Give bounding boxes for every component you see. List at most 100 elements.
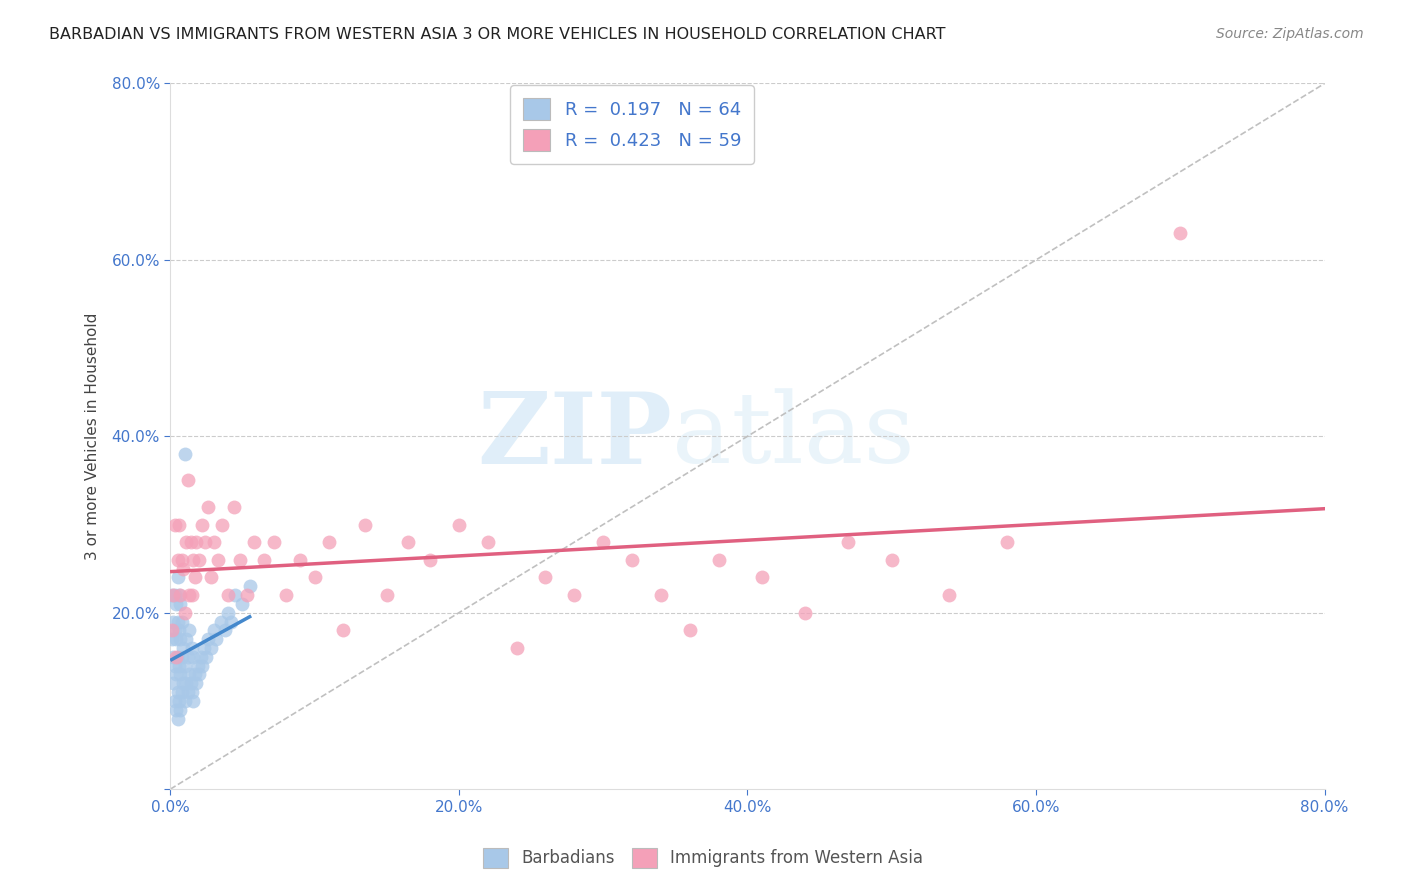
Point — [217, 588, 239, 602]
Point — [160, 624, 183, 638]
Point — [194, 535, 217, 549]
Point — [167, 624, 190, 638]
Point — [217, 606, 239, 620]
Point — [197, 500, 219, 514]
Point — [169, 667, 191, 681]
Point — [183, 553, 205, 567]
Point — [188, 553, 211, 567]
Point — [166, 712, 188, 726]
Point — [184, 667, 207, 681]
Point — [195, 649, 218, 664]
Point — [191, 658, 214, 673]
Point — [162, 649, 184, 664]
Y-axis label: 3 or more Vehicles in Household: 3 or more Vehicles in Household — [86, 312, 100, 560]
Point — [995, 535, 1018, 549]
Point — [187, 658, 209, 673]
Point — [880, 553, 903, 567]
Point — [202, 535, 225, 549]
Point — [186, 676, 208, 690]
Point — [200, 640, 222, 655]
Point — [197, 632, 219, 647]
Point — [170, 685, 193, 699]
Point — [169, 597, 191, 611]
Point — [163, 588, 186, 602]
Point — [228, 553, 250, 567]
Point — [160, 588, 183, 602]
Point — [169, 588, 191, 602]
Point — [163, 517, 186, 532]
Point — [211, 517, 233, 532]
Point — [202, 624, 225, 638]
Point — [173, 658, 195, 673]
Point — [243, 535, 266, 549]
Point — [165, 649, 187, 664]
Point — [396, 535, 419, 549]
Point — [166, 570, 188, 584]
Point — [172, 640, 194, 655]
Point — [174, 632, 197, 647]
Point — [219, 615, 242, 629]
Point — [354, 517, 377, 532]
Point — [170, 649, 193, 664]
Point — [160, 632, 183, 647]
Point — [170, 615, 193, 629]
Point — [166, 553, 188, 567]
Point — [290, 553, 312, 567]
Text: Source: ZipAtlas.com: Source: ZipAtlas.com — [1216, 27, 1364, 41]
Point — [447, 517, 470, 532]
Point — [274, 588, 297, 602]
Point — [222, 500, 245, 514]
Point — [165, 667, 187, 681]
Point — [505, 640, 527, 655]
Point — [751, 570, 773, 584]
Point — [166, 615, 188, 629]
Text: atlas: atlas — [672, 388, 915, 484]
Point — [231, 597, 253, 611]
Point — [650, 588, 672, 602]
Point — [184, 570, 207, 584]
Point — [419, 553, 441, 567]
Point — [621, 553, 644, 567]
Point — [162, 615, 184, 629]
Point — [181, 685, 204, 699]
Point — [172, 561, 194, 575]
Point — [1170, 227, 1192, 241]
Point — [534, 570, 557, 584]
Point — [332, 624, 354, 638]
Point — [181, 588, 204, 602]
Point — [162, 588, 184, 602]
Point — [239, 579, 262, 593]
Legend: Barbadians, Immigrants from Western Asia: Barbadians, Immigrants from Western Asia — [477, 841, 929, 875]
Point — [163, 694, 186, 708]
Point — [209, 615, 232, 629]
Point — [375, 588, 398, 602]
Point — [200, 570, 222, 584]
Point — [177, 624, 200, 638]
Point — [180, 676, 202, 690]
Point — [183, 649, 205, 664]
Point — [207, 553, 229, 567]
Point — [176, 685, 198, 699]
Point — [679, 624, 702, 638]
Point — [167, 694, 190, 708]
Point — [214, 624, 236, 638]
Point — [162, 676, 184, 690]
Point — [263, 535, 285, 549]
Point — [183, 694, 205, 708]
Point — [837, 535, 859, 549]
Point — [177, 588, 200, 602]
Point — [191, 517, 214, 532]
Point — [190, 649, 212, 664]
Point — [304, 570, 326, 584]
Point — [236, 588, 259, 602]
Point — [169, 703, 191, 717]
Point — [167, 517, 190, 532]
Point — [180, 535, 202, 549]
Point — [176, 474, 198, 488]
Text: ZIP: ZIP — [478, 388, 672, 484]
Point — [167, 588, 190, 602]
Point — [318, 535, 340, 549]
Point — [166, 649, 188, 664]
Point — [176, 649, 198, 664]
Legend: R =  0.197   N = 64, R =  0.423   N = 59: R = 0.197 N = 64, R = 0.423 N = 59 — [510, 86, 754, 164]
